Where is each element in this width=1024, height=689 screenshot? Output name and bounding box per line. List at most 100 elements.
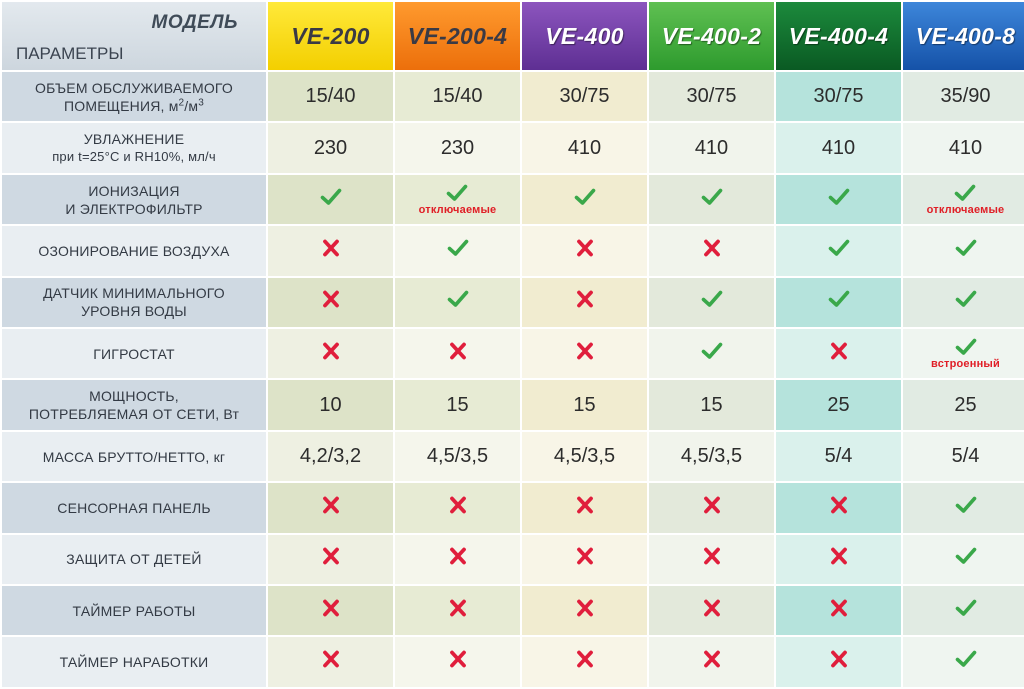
- cross-icon: [828, 649, 850, 669]
- feature-indicator: [447, 238, 469, 258]
- cross-icon: [701, 598, 723, 618]
- feature-indicator: [574, 289, 596, 309]
- cross-icon: [574, 238, 596, 258]
- value-cell: 15/40: [268, 72, 393, 122]
- feature-note: встроенный: [931, 358, 1000, 371]
- table-row: ТАЙМЕР РАБОТЫ: [2, 586, 1024, 636]
- model-label: МОДЕЛЬ: [151, 12, 238, 33]
- feature-cell: [776, 637, 901, 687]
- cross-icon: [320, 238, 342, 258]
- feature-indicator: [828, 187, 850, 207]
- cross-icon: [320, 289, 342, 309]
- feature-cell: [649, 277, 774, 328]
- feature-cell: [268, 277, 393, 328]
- feature-indicator: встроенный: [931, 337, 1000, 370]
- table-body: ОБЪЕМ ОБСЛУЖИВАЕМОГО ПОМЕЩЕНИЯ, м2/м3 15/4…: [2, 72, 1024, 687]
- parameter-label: МОЩНОСТЬ, ПОТРЕБЛЯЕМАЯ ОТ СЕТИ, Вт: [2, 380, 266, 430]
- cross-icon: [574, 495, 596, 515]
- feature-cell: [395, 586, 520, 636]
- feature-cell: [395, 329, 520, 379]
- feature-indicator: [320, 649, 342, 669]
- table-row: ОБЪЕМ ОБСЛУЖИВАЕМОГО ПОМЕЩЕНИЯ, м2/м3 15/4…: [2, 72, 1024, 122]
- parameter-label: ДАТЧИК МИНИМАЛЬНОГО УРОВНЯ ВОДЫ: [2, 277, 266, 328]
- check-icon: [447, 289, 469, 309]
- feature-cell: [776, 226, 901, 276]
- feature-indicator: [701, 187, 723, 207]
- feature-cell: [522, 277, 647, 328]
- check-icon: [954, 183, 976, 203]
- feature-cell: [903, 226, 1024, 276]
- feature-cell: [776, 277, 901, 328]
- check-icon: [955, 649, 977, 669]
- feature-cell: [522, 226, 647, 276]
- parameter-label-line: МОЩНОСТЬ,: [89, 388, 179, 405]
- feature-indicator: [701, 598, 723, 618]
- value-cell: 15: [395, 380, 520, 430]
- feature-cell: [268, 637, 393, 687]
- table-row: СЕНСОРНАЯ ПАНЕЛЬ: [2, 483, 1024, 533]
- feature-indicator: [320, 546, 342, 566]
- feature-indicator: [574, 341, 596, 361]
- feature-indicator: [828, 341, 850, 361]
- parameter-label-line: МАССА БРУТТО/НЕТТО, кг: [42, 448, 226, 465]
- value-cell: 230: [268, 123, 393, 173]
- feature-cell: [395, 483, 520, 533]
- table-row: МАССА БРУТТО/НЕТТО, кг 4,2/3,2 4,5/3,5 4,5/…: [2, 431, 1024, 482]
- check-icon: [955, 238, 977, 258]
- feature-indicator: [574, 238, 596, 258]
- check-icon: [446, 183, 468, 203]
- feature-cell: [776, 174, 901, 225]
- feature-cell: [903, 586, 1024, 636]
- feature-indicator: [828, 598, 850, 618]
- table-row: ТАЙМЕР НАРАБОТКИ: [2, 637, 1024, 687]
- table-row: ОЗОНИРОВАНИЕ ВОЗДУХА: [2, 226, 1024, 276]
- feature-cell: [776, 534, 901, 585]
- parameter-label-line: ПОТРЕБЛЯЕМАЯ ОТ СЕТИ, Вт: [28, 406, 240, 423]
- cross-icon: [447, 495, 469, 515]
- feature-cell: [268, 586, 393, 636]
- feature-cell: [268, 329, 393, 379]
- feature-indicator: [828, 289, 850, 309]
- parameter-label-line: ИОНИЗАЦИЯ: [88, 182, 180, 199]
- header-row: МОДЕЛЬ ПАРАМЕТРЫ VE-200 VE-200-4 VE-400 …: [2, 2, 1024, 70]
- feature-indicator: [574, 495, 596, 515]
- feature-cell: [268, 534, 393, 585]
- feature-indicator: [320, 341, 342, 361]
- header-corner-cell: МОДЕЛЬ ПАРАМЕТРЫ: [2, 2, 266, 70]
- cross-icon: [574, 649, 596, 669]
- parameter-label-line: И ЭЛЕКТРОФИЛЬТР: [65, 200, 203, 217]
- feature-indicator: [701, 546, 723, 566]
- cross-icon: [828, 495, 850, 515]
- parameter-label: ТАЙМЕР НАРАБОТКИ: [2, 637, 266, 687]
- feature-indicator: [574, 598, 596, 618]
- parameter-label-line: ЗАЩИТА ОТ ДЕТЕЙ: [66, 551, 202, 568]
- feature-indicator: [320, 495, 342, 515]
- feature-cell: [522, 329, 647, 379]
- table-row: МОЩНОСТЬ, ПОТРЕБЛЯЕМАЯ ОТ СЕТИ, Вт 10 15 15 1…: [2, 380, 1024, 430]
- feature-cell: [268, 226, 393, 276]
- parameter-label-line: ОБЪЕМ ОБСЛУЖИВАЕМОГО: [34, 79, 233, 96]
- cross-icon: [701, 546, 723, 566]
- feature-cell: [903, 534, 1024, 585]
- feature-cell: [776, 329, 901, 379]
- value-cell: 30/75: [776, 72, 901, 122]
- model-header-ve-400-8: VE-400-8: [903, 2, 1024, 70]
- cross-icon: [701, 495, 723, 515]
- parameter-label-line: УРОВНЯ ВОДЫ: [81, 303, 187, 320]
- value-cell: 410: [776, 123, 901, 173]
- check-icon: [828, 187, 850, 207]
- cross-icon: [574, 341, 596, 361]
- cross-icon: [320, 598, 342, 618]
- value-cell: 35/90: [903, 72, 1024, 122]
- check-icon: [955, 337, 977, 357]
- feature-cell: [649, 174, 774, 225]
- parameter-label: ОБЪЕМ ОБСЛУЖИВАЕМОГО ПОМЕЩЕНИЯ, м2/м3: [2, 72, 266, 122]
- feature-cell: [903, 637, 1024, 687]
- feature-indicator: [828, 238, 850, 258]
- params-label: ПАРАМЕТРЫ: [16, 44, 124, 63]
- feature-indicator: [701, 649, 723, 669]
- feature-indicator: отключаемые: [419, 183, 497, 216]
- feature-indicator: [955, 289, 977, 309]
- cross-icon: [574, 598, 596, 618]
